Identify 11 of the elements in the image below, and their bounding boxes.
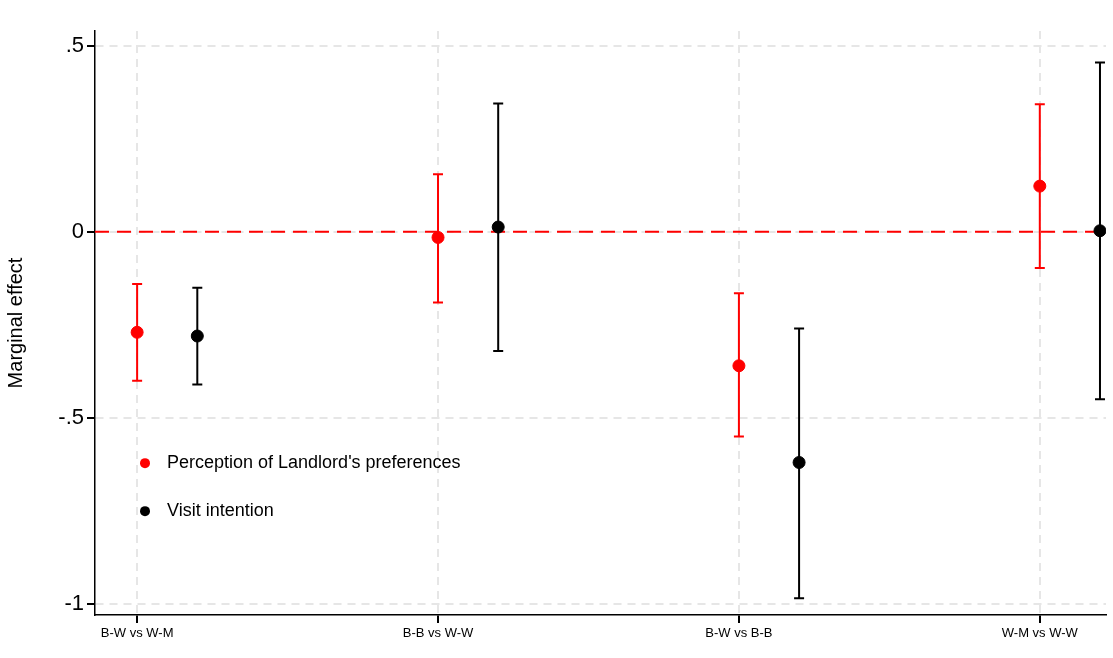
y-axis-title: Marginal effect [3, 257, 26, 389]
x-tick-label: B-W vs W-M [100, 625, 174, 641]
y-tick-label: -.5 [58, 403, 84, 429]
x-tick-label: W-M vs W-W [1001, 625, 1079, 641]
legend-label: Visit intention [167, 500, 274, 521]
y-tick-label: -1 [64, 589, 84, 615]
y-tick-label: 0 [71, 217, 84, 243]
x-tick-label: B-W vs B-B [705, 625, 773, 641]
legend-label: Perception of Landlord's preferences [167, 452, 461, 473]
x-tick-label: B-B vs W-W [402, 625, 475, 641]
y-tick-label: .5 [65, 31, 84, 57]
